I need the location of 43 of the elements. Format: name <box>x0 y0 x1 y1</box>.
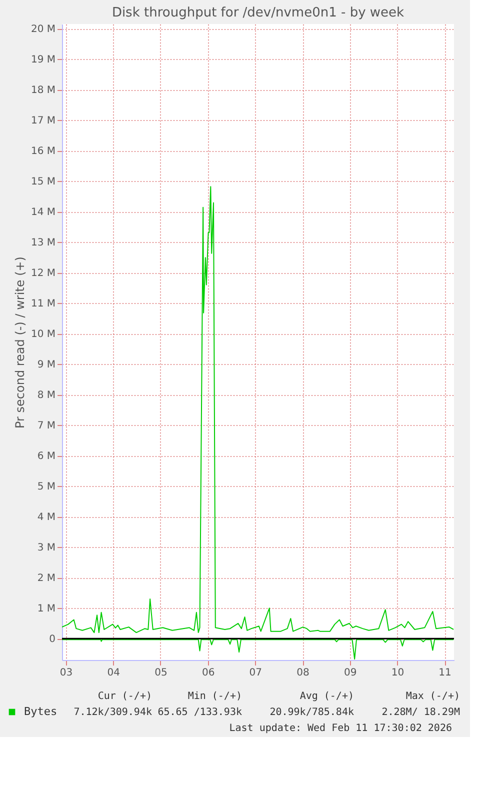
y-tick-label: 20 M <box>30 24 56 36</box>
x-tick-label: 08 <box>296 668 310 678</box>
y-tick-label: 14 M <box>30 207 56 218</box>
y-tick-label: 12 M <box>30 268 56 280</box>
y-tick-label: 11 M <box>30 298 56 310</box>
x-tick-label: 04 <box>107 668 120 678</box>
y-tick-label: 16 M <box>30 146 56 158</box>
y-tick-label: 6 M <box>37 451 56 462</box>
y-tick-label: 17 M <box>30 116 56 127</box>
y-tick-label: 19 M <box>30 54 56 66</box>
text: 65.65 /133.93k <box>158 707 242 718</box>
text: Min (-/+) <box>188 691 242 702</box>
y-tick-label: 0 <box>49 634 56 646</box>
text: 20.99k/785.84k <box>270 707 354 718</box>
y-tick-label: 18 M <box>30 85 56 96</box>
y-tick-label: 15 M <box>30 176 56 188</box>
x-tick-label: 06 <box>202 668 215 678</box>
x-tick-label: 03 <box>60 668 73 678</box>
y-axis-title: Pr second read (-) / write (+) <box>12 256 27 428</box>
x-tick-label: 10 <box>391 668 404 678</box>
y-tick-label: 10 M <box>30 329 56 340</box>
y-tick-label: 9 M <box>37 360 56 371</box>
text: 7.12k/309.94k <box>74 707 152 718</box>
y-tick-label: 8 M <box>37 390 56 402</box>
legend-label: Bytes <box>24 705 58 718</box>
x-tick-label: 11 <box>438 668 452 678</box>
y-tick-label: 5 M <box>37 482 56 493</box>
chart-title: Disk throughput for /dev/nvme0n1 - by week <box>112 6 405 21</box>
y-tick-label: 13 M <box>30 238 56 249</box>
y-tick-label: 3 M <box>37 542 56 554</box>
text: Max (-/+) <box>406 691 460 702</box>
text: Last update: Wed Feb 11 17:30:02 2026 <box>229 723 452 734</box>
x-tick-label: 09 <box>344 668 357 678</box>
text: 2.28M/ 18.29M <box>382 707 460 718</box>
line-series <box>62 186 454 634</box>
y-tick-label: 2 M <box>37 573 56 584</box>
text: Avg (-/+) <box>300 691 354 702</box>
y-tick-label: 1 M <box>37 604 56 615</box>
y-tick-label: 7 M <box>37 420 56 432</box>
y-tick-label: 4 M <box>37 512 56 524</box>
x-tick-label: 05 <box>154 668 168 678</box>
text: Cur (-/+) <box>98 691 152 702</box>
x-tick-label: 07 <box>249 668 262 678</box>
